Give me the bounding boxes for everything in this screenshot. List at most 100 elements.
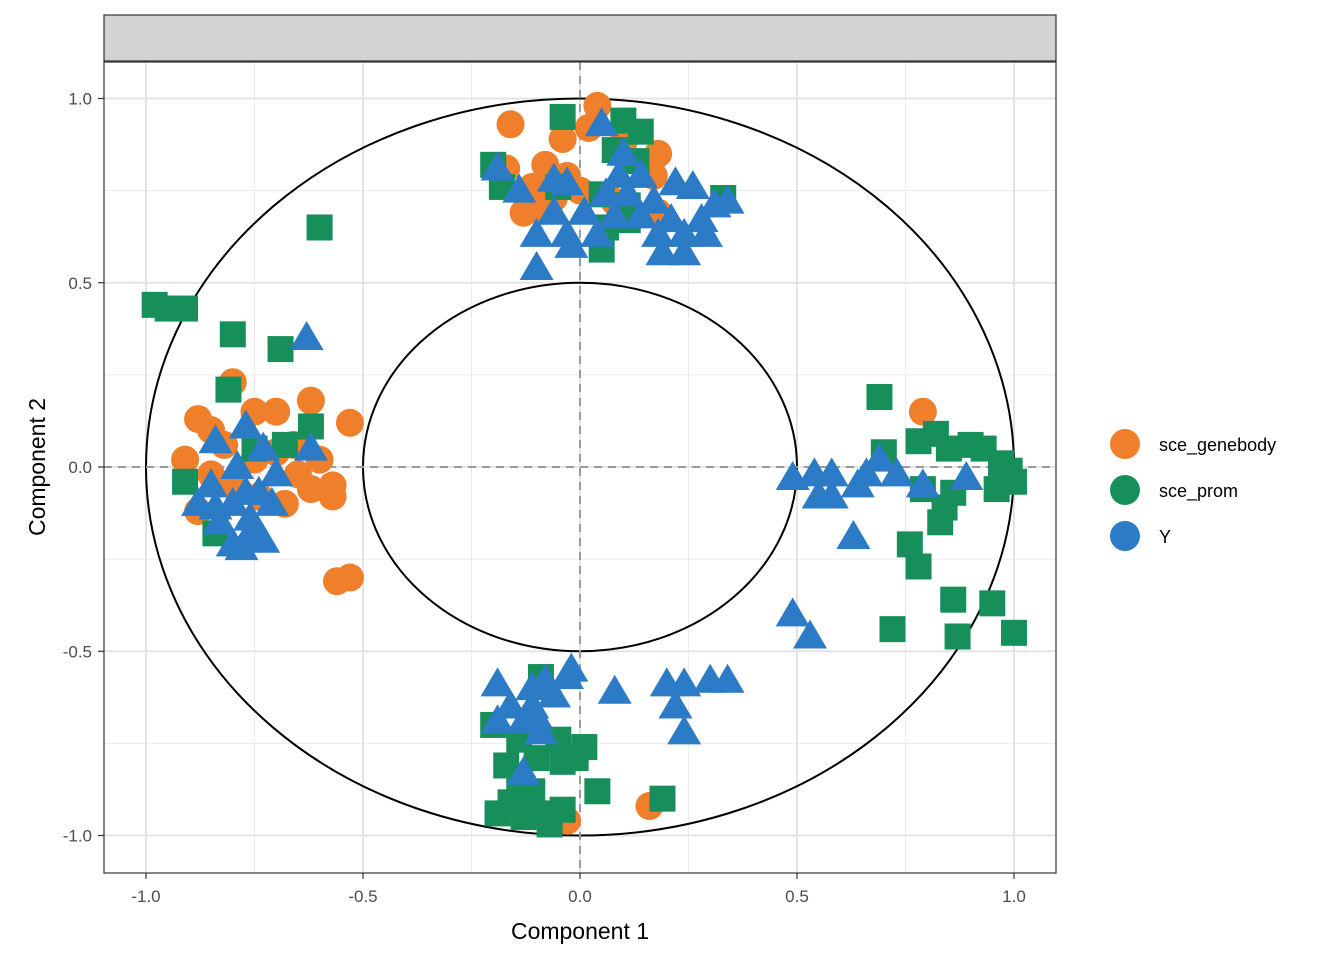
point-sce_genebody (318, 482, 347, 511)
legend-item-sce_prom: sce_prom (1110, 475, 1238, 505)
point-Y (519, 217, 554, 247)
point-Y (597, 674, 632, 704)
point-Y (710, 663, 745, 693)
data-points (141, 91, 1027, 838)
point-sce_prom (172, 295, 199, 322)
point-Y (567, 195, 602, 225)
point-Y (658, 689, 693, 719)
y-tick-label: 1.0 (68, 90, 92, 109)
facet-strip-bg (103, 14, 1057, 62)
series-sce_prom (141, 103, 1027, 838)
y-tick-label: 0.5 (68, 274, 92, 293)
y-tick-label: -1.0 (63, 827, 92, 846)
point-Y (840, 468, 875, 498)
point-sce_genebody (296, 386, 325, 415)
point-sce_prom (219, 321, 246, 348)
point-sce_prom (649, 785, 676, 812)
legend-item-Y: Y (1110, 521, 1171, 551)
point-Y (667, 667, 702, 697)
point-sce_prom (983, 476, 1010, 503)
point-sce_prom (940, 586, 967, 613)
x-axis-ticks: -1.0 -0.5 0.0 0.5 1.0 (131, 873, 1026, 906)
x-tick-label: 0.0 (568, 887, 592, 906)
point-Y (198, 424, 233, 454)
point-Y (879, 457, 914, 487)
x-tick-label: -1.0 (131, 887, 160, 906)
y-tick-label: 0.0 (68, 458, 92, 477)
point-sce_genebody (548, 125, 577, 154)
point-sce_prom (510, 804, 537, 831)
point-sce_genebody (335, 408, 364, 437)
point-sce_prom (549, 103, 576, 130)
point-Y (241, 475, 276, 505)
point-Y (246, 523, 281, 553)
point-Y (536, 678, 571, 708)
point-Y (549, 166, 584, 196)
point-sce_genebody (171, 445, 200, 474)
legend-label: sce_genebody (1159, 435, 1276, 456)
point-Y (597, 199, 632, 229)
point-sce_prom (571, 734, 598, 761)
point-Y (801, 479, 836, 509)
point-sce_genebody (335, 563, 364, 592)
point-sce_prom (905, 553, 932, 580)
facet-strip (103, 14, 1057, 62)
point-Y (606, 136, 641, 166)
point-Y (710, 184, 745, 214)
legend-item-sce_genebody: sce_genebody (1110, 429, 1276, 459)
point-sce_prom (306, 214, 333, 241)
point-sce_prom (979, 590, 1006, 617)
point-Y (675, 169, 710, 199)
point-Y (246, 431, 281, 461)
point-Y (519, 700, 554, 730)
point-Y (775, 597, 810, 627)
x-tick-label: -0.5 (348, 887, 377, 906)
point-Y (215, 486, 250, 516)
point-Y (523, 715, 558, 745)
point-Y (228, 409, 263, 439)
point-Y (905, 468, 940, 498)
point-Y (862, 442, 897, 472)
point-Y (667, 715, 702, 745)
point-Y (519, 251, 554, 281)
point-Y (293, 431, 328, 461)
point-Y (233, 501, 268, 531)
series-Y (181, 107, 984, 785)
point-sce_prom (896, 531, 923, 558)
x-axis-title: Component 1 (511, 918, 649, 944)
point-Y (645, 236, 680, 266)
point-Y (502, 173, 537, 203)
point-Y (515, 671, 550, 701)
point-Y (623, 199, 658, 229)
legend: sce_genebody sce_prom Y (1110, 429, 1276, 551)
point-sce_prom (484, 800, 511, 827)
point-sce_prom (944, 623, 971, 650)
point-sce_genebody (509, 198, 538, 227)
point-Y (224, 531, 259, 561)
point-Y (589, 177, 624, 207)
point-Y (554, 228, 589, 258)
y-axis-title: Component 2 (24, 398, 50, 536)
point-Y (793, 619, 828, 649)
point-Y (259, 457, 294, 487)
point-Y (636, 184, 671, 214)
point-sce_prom (271, 431, 298, 458)
point-Y (610, 177, 645, 207)
point-Y (536, 195, 571, 225)
y-tick-label: -0.5 (63, 642, 92, 661)
legend-key (1110, 429, 1140, 459)
point-Y (289, 321, 324, 351)
point-Y (949, 461, 984, 491)
point-sce_genebody (283, 460, 312, 489)
point-sce_prom (172, 468, 199, 495)
point-sce_prom (267, 336, 294, 363)
point-Y (641, 217, 676, 247)
legend-label: sce_prom (1159, 481, 1238, 502)
point-Y (506, 755, 541, 785)
point-sce_prom (215, 376, 242, 403)
point-Y (202, 505, 237, 535)
point-Y (554, 652, 589, 682)
point-Y (836, 520, 871, 550)
point-Y (814, 457, 849, 487)
